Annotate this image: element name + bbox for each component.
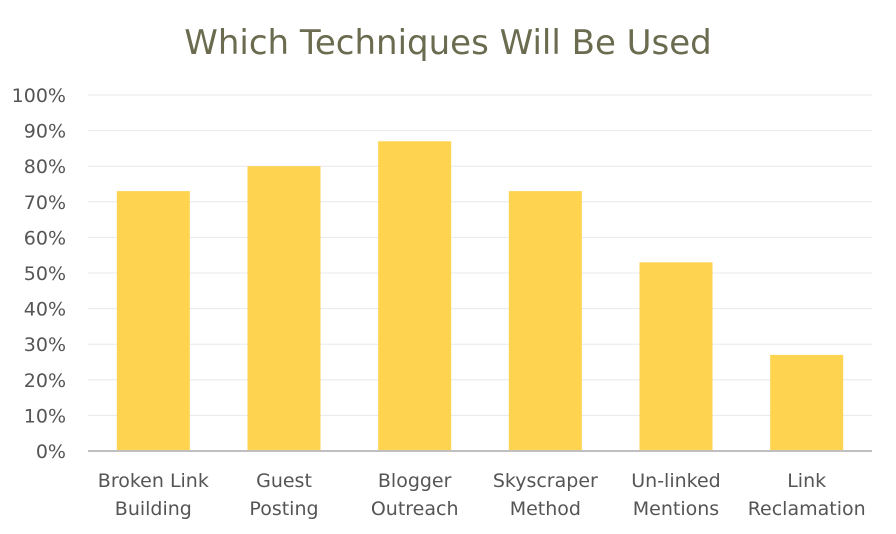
x-tick-label: Link Reclamation (748, 470, 866, 520)
y-tick-label: 0% (36, 441, 66, 463)
bar (508, 191, 582, 451)
bar (378, 141, 452, 451)
bar (116, 191, 190, 451)
y-tick-label: 90% (24, 121, 66, 143)
x-tick-label: Skyscraper Method (493, 470, 598, 520)
chart-title: Which Techniques Will Be Used (184, 23, 712, 63)
y-tick-label: 100% (12, 85, 66, 107)
bar (770, 354, 844, 451)
y-tick-label: 80% (24, 156, 66, 178)
x-tick-label: Guest Posting (249, 470, 318, 520)
bars (116, 141, 844, 451)
y-tick-label: 30% (24, 334, 66, 356)
gridlines (88, 94, 872, 416)
y-tick-label: 40% (24, 299, 66, 321)
x-tick-label: Un-linked Mentions (631, 470, 720, 520)
y-axis: 0% 10% 20% 30% 40% 50% 60% 70% 80% 90% 100% (12, 85, 66, 463)
y-tick-label: 50% (24, 263, 66, 285)
y-tick-label: 20% (24, 370, 66, 392)
y-tick-label: 10% (24, 405, 66, 427)
y-tick-label: 70% (24, 192, 66, 214)
bar (247, 166, 321, 451)
x-tick-label: Blogger Outreach (371, 470, 459, 520)
x-tick-label: Broken Link Building (98, 470, 209, 520)
x-axis: Broken Link Building Guest Posting Blogger Ou… (98, 470, 866, 520)
bar (639, 262, 713, 451)
y-tick-label: 60% (24, 227, 66, 249)
